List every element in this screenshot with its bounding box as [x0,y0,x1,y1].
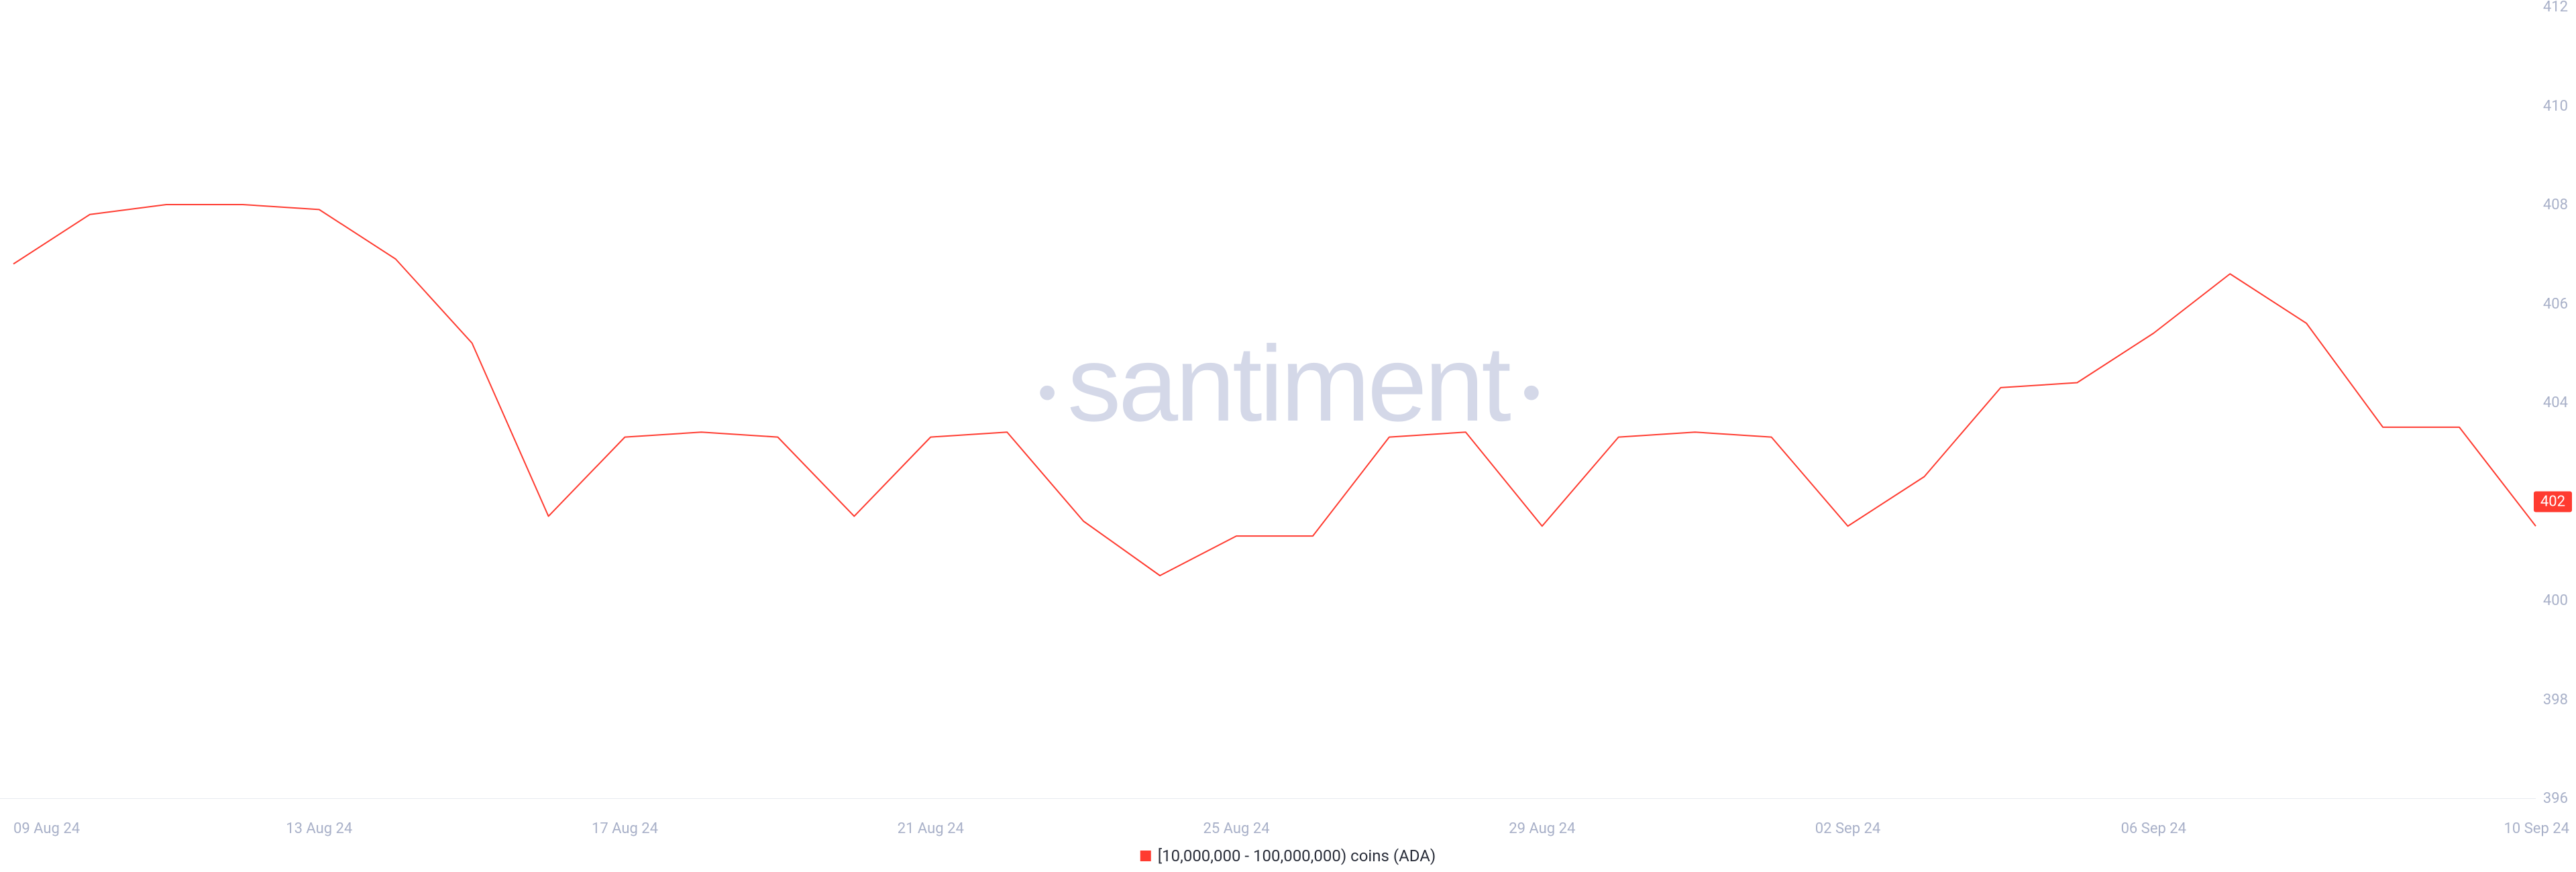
current-value-badge: 402 [2534,491,2572,512]
chart-container: •santiment• 396398400402404406408410412 … [0,0,2576,872]
series-line [13,205,2536,576]
legend[interactable]: [10,000,000 - 100,000,000) coins (ADA) [1140,847,1436,865]
legend-label: [10,000,000 - 100,000,000) coins (ADA) [1158,847,1436,865]
legend-swatch [1140,851,1151,861]
current-value: 402 [2540,493,2565,510]
line-chart-plot [0,0,2576,872]
